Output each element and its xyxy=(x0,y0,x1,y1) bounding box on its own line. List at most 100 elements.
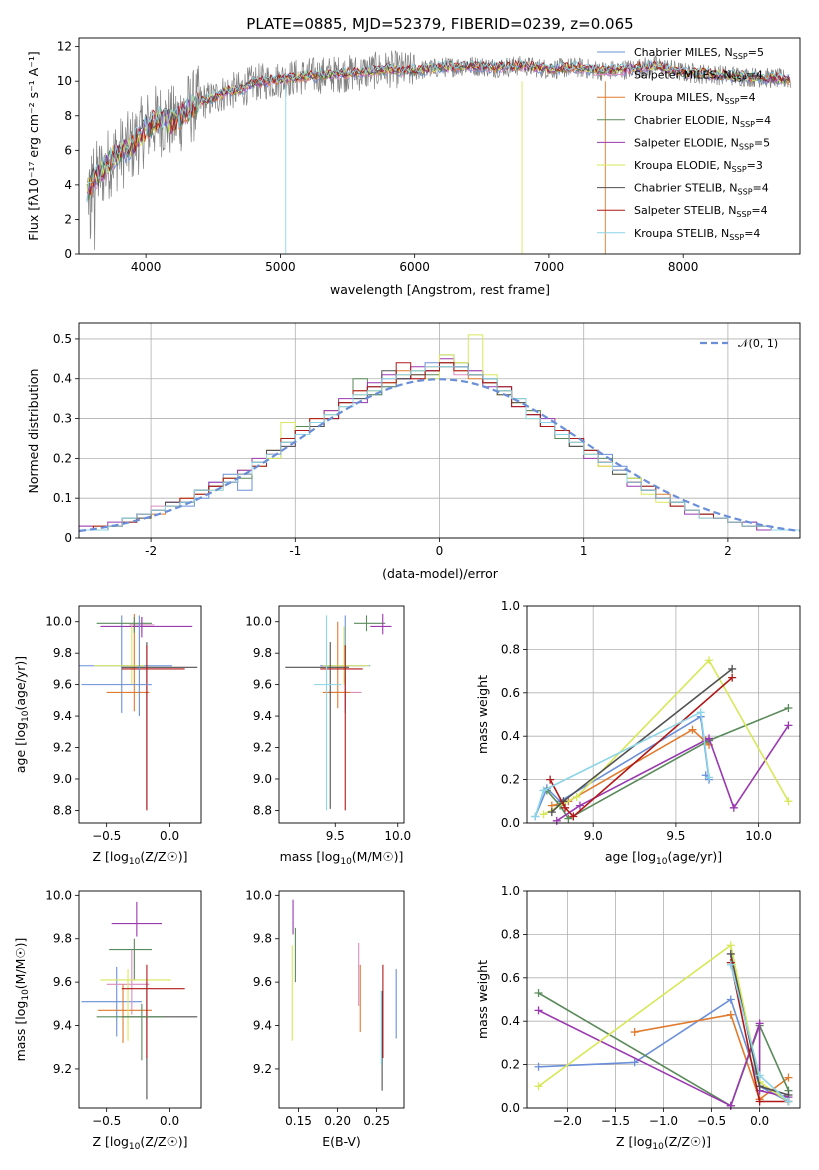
wage-ytick-label: 1.0 xyxy=(501,599,520,613)
agemass-xlabel: mass [log10(M/M☉)] xyxy=(280,849,404,867)
spectrum-xlabel: wavelength [Angstrom, rest frame] xyxy=(330,282,550,297)
agez-xlabel-rest: (Z/Z☉)] xyxy=(140,849,187,864)
massz-ylabel: mass [log10(M/M☉)] xyxy=(13,938,31,1062)
massebv-xlabel-main: E(B-V) xyxy=(322,1134,361,1149)
wage-xlabel-sub: 10 xyxy=(656,857,668,867)
agez-ylabel-sub: 10 xyxy=(21,710,31,722)
age-vs-mass-panel: 9.5 10.0 8.8 9.0 9.2 9.4 9.6 9.8 10.0 mass [log10… xyxy=(245,605,411,867)
massebv-xtick-label: 0.20 xyxy=(324,1114,351,1128)
massz-xlabel-main: Z [log xyxy=(92,1134,128,1149)
agez-ytick-label: 10.0 xyxy=(45,615,72,629)
agez-ytick-label: 9.8 xyxy=(53,646,72,660)
massebv-xtick-label: 0.25 xyxy=(363,1114,390,1128)
agez-xtick-label: 0.0 xyxy=(160,829,179,843)
agez-ytick-label: 9.4 xyxy=(53,709,72,723)
wz-xtick-label: −0.5 xyxy=(697,1114,726,1128)
agemass-ytick-label: 10.0 xyxy=(245,615,272,629)
spectrum-xtick-label: 4000 xyxy=(131,260,162,274)
wz-xtick-label: −1.5 xyxy=(601,1114,630,1128)
massebv-frame xyxy=(278,890,405,1109)
legend-entry-main: Chabrier MILES, N xyxy=(634,46,733,59)
wz-marker xyxy=(534,1062,543,1071)
legend-entry-val: =4 xyxy=(739,91,755,104)
wage-series-2 xyxy=(546,707,789,820)
wage-xtick-label: 9.0 xyxy=(584,829,603,843)
legend-entry-sub: SSP xyxy=(724,97,739,106)
legend-entry-val: =4 xyxy=(747,69,763,82)
massebv-xlabel: E(B-V) xyxy=(322,1134,361,1149)
legend-entry-sub: SSP xyxy=(732,75,747,84)
wz-ytick-label: 0.0 xyxy=(501,1101,520,1115)
wage-marker xyxy=(546,775,555,784)
agemass-ytick-label: 9.8 xyxy=(253,646,272,660)
wz-ytick-label: 0.4 xyxy=(501,1014,520,1028)
agemass-ytick-label: 8.8 xyxy=(253,803,272,817)
wage-marker xyxy=(705,734,713,743)
wz-xtick-label: −1.0 xyxy=(649,1114,678,1128)
wz-marker xyxy=(726,941,735,950)
agez-xlabel: Z [log10(Z/Z☉)] xyxy=(92,849,187,867)
hist-xtick-label: -2 xyxy=(145,544,157,558)
massebv-xtick-label: 0.15 xyxy=(285,1114,312,1128)
wage-xtick-label: 10.0 xyxy=(745,829,772,843)
wz-ytick-label: 0.8 xyxy=(501,927,520,941)
spectrum-ytick-label: 10 xyxy=(57,74,72,88)
agemass-ytick-label: 9.6 xyxy=(253,678,272,692)
spectrum-ytick-label: 6 xyxy=(64,143,72,157)
wage-marker xyxy=(729,803,738,812)
agez-ytick-label: 9.0 xyxy=(53,772,72,786)
wage-ylabel: mass weight xyxy=(475,675,490,754)
massz-ylabel-rest: (M/M☉)] xyxy=(13,938,28,990)
wage-marker xyxy=(688,725,697,734)
mass-vs-ebv-panel: 0.15 0.20 0.25 9.2 9.4 9.6 9.8 10.0 E(B-V) xyxy=(245,888,405,1149)
massz-ylabel-sub: 10 xyxy=(21,989,31,1001)
wz-series-4 xyxy=(538,943,789,1103)
spectrum-ytick-label: 8 xyxy=(64,109,72,123)
legend-entry-main: Kroupa ELODIE, N xyxy=(634,159,732,172)
massz-ytick-label: 9.8 xyxy=(53,932,72,946)
wage-marker xyxy=(572,792,581,801)
massz-ytick-label: 9.4 xyxy=(53,1019,72,1033)
wage-marker xyxy=(784,703,793,712)
wz-marker xyxy=(726,949,735,958)
spectrum-xtick-label: 8000 xyxy=(668,260,699,274)
spectrum-frame xyxy=(78,37,801,255)
hist-ylabel: Normed distribution xyxy=(26,369,41,494)
agemass-ytick-label: 9.2 xyxy=(253,741,272,755)
hist-ytick-label: 0 xyxy=(64,531,72,545)
wz-xlabel-sub: 10 xyxy=(652,1142,664,1152)
wz-marker xyxy=(534,1082,543,1091)
legend-entry-8: Kroupa STELIB, NSSP=4 xyxy=(634,227,760,242)
legend-entry-val: =4 xyxy=(755,114,771,127)
agez-ytick-label: 9.6 xyxy=(53,678,72,692)
wage-marker xyxy=(561,803,570,812)
massebv-ytick-label: 9.4 xyxy=(253,1019,272,1033)
legend-entry-6: Chabrier STELIB, NSSP=4 xyxy=(634,182,769,197)
hist-series-8 xyxy=(79,366,800,538)
agemass-xlabel-sub: 10 xyxy=(340,857,352,867)
legend-entry-val: =5 xyxy=(748,46,764,59)
agemass-xlabel-main: mass [log xyxy=(280,849,341,864)
massz-ylabel-main: mass [log xyxy=(13,1001,28,1062)
legend-entry-main: Salpeter MILES, N xyxy=(634,69,732,82)
legend-entry-sub: SSP xyxy=(738,188,753,197)
legend-entry-sub: SSP xyxy=(740,120,755,129)
wz-ylabel: mass weight xyxy=(475,960,490,1039)
wage-marker xyxy=(569,812,578,821)
spectrum-ytick-label: 12 xyxy=(57,40,72,54)
spectrum-ytick-label: 4 xyxy=(64,178,72,192)
hist-ytick-label: 0.4 xyxy=(53,372,72,386)
mass-weight-vs-age-panel: 9.0 9.5 10.0 0.0 0.2 0.4 0.6 0.8 1.0 age [log10(a… xyxy=(475,599,801,867)
agez-ytick-label: 9.2 xyxy=(53,741,72,755)
wz-marker xyxy=(534,1006,543,1015)
agez-xlabel-main: Z [log xyxy=(92,849,128,864)
wage-marker xyxy=(728,664,737,673)
spectrum-model-line-8 xyxy=(86,58,790,203)
agez-frame xyxy=(78,605,202,824)
legend-entry-main: Chabrier STELIB, N xyxy=(634,182,738,195)
wz-ytick-label: 0.2 xyxy=(501,1058,520,1072)
wage-series-6 xyxy=(549,676,733,818)
wage-xlabel-rest: (age/yr)] xyxy=(667,849,722,864)
agez-ylabel-main: age [log xyxy=(13,722,28,773)
